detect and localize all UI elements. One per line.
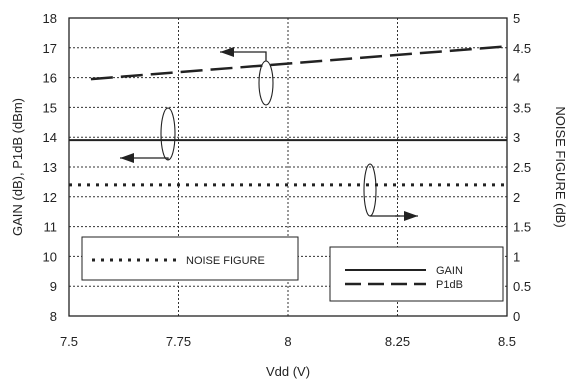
annotations: [120, 47, 418, 221]
y-left-tick-label: 13: [43, 160, 57, 175]
y-right-tick-label: 5: [513, 11, 520, 26]
plot-frame: [68, 17, 508, 317]
y-left-tick-label: 18: [43, 11, 57, 26]
gain-axis-ellipse: [160, 107, 176, 161]
y-right-tick-label: 3: [513, 130, 520, 145]
y-left-tick-label: 17: [43, 41, 57, 56]
y-left-tick-label: 9: [50, 279, 57, 294]
legend-gain-p1db-box: GAIN P1dB: [329, 246, 504, 302]
y-right-tick-label: 0.5: [513, 279, 531, 294]
y-right-tick-label: 3.5: [513, 100, 531, 115]
x-tick-label: 7.5: [60, 334, 78, 349]
gain-axis-arrow: [120, 153, 138, 163]
y-left-tick-label: 11: [44, 220, 58, 235]
x-tick-label: 8.5: [498, 334, 516, 349]
x-tick-label: 8.25: [385, 334, 410, 349]
y-right-tick-label: 0: [513, 309, 520, 324]
p1db-axis-arrow: [220, 47, 237, 57]
legend-label-p1db: P1dB: [436, 279, 463, 291]
x-tick-label: 8: [284, 334, 291, 349]
y-left-tick-label: 12: [43, 190, 57, 205]
y-right-tick-label: 4: [513, 71, 520, 86]
noise-figure-axis-ellipse: [363, 163, 377, 217]
legend-label-noise-figure: NOISE FIGURE: [186, 255, 265, 267]
y-right-tick-label: 1.5: [513, 220, 531, 235]
x-tick-label: 7.75: [166, 334, 191, 349]
ticks: 7.5 7.75 8 8.25 8.58910111213141516171800.51…: [43, 11, 532, 349]
y-right-tick-label: 1: [513, 249, 520, 264]
y-right-tick-label: 2: [513, 190, 520, 205]
y-axis-right-label: NOISE FIGURE (dB): [553, 106, 568, 227]
x-axis-label: Vdd (V): [266, 364, 310, 379]
y-right-tick-label: 4.5: [513, 41, 531, 56]
y-left-tick-label: 15: [43, 100, 57, 115]
noise-figure-axis-arrow: [395, 211, 418, 221]
series-layer: [69, 45, 508, 187]
series-line-p1db: [90, 45, 508, 81]
legend-noise-figure-box: NOISE FIGURE: [81, 236, 299, 281]
y-right-tick-label: 2.5: [513, 160, 531, 175]
legend-label-gain: GAIN: [436, 265, 463, 277]
y-left-tick-label: 16: [43, 71, 57, 86]
y-left-tick-label: 14: [43, 130, 57, 145]
y-axis-left-label: GAIN (dB), P1dB (dBm): [10, 98, 25, 236]
y-left-tick-label: 8: [50, 309, 57, 324]
p1db-axis-ellipse: [258, 60, 274, 106]
y-left-tick-label: 10: [43, 249, 57, 264]
